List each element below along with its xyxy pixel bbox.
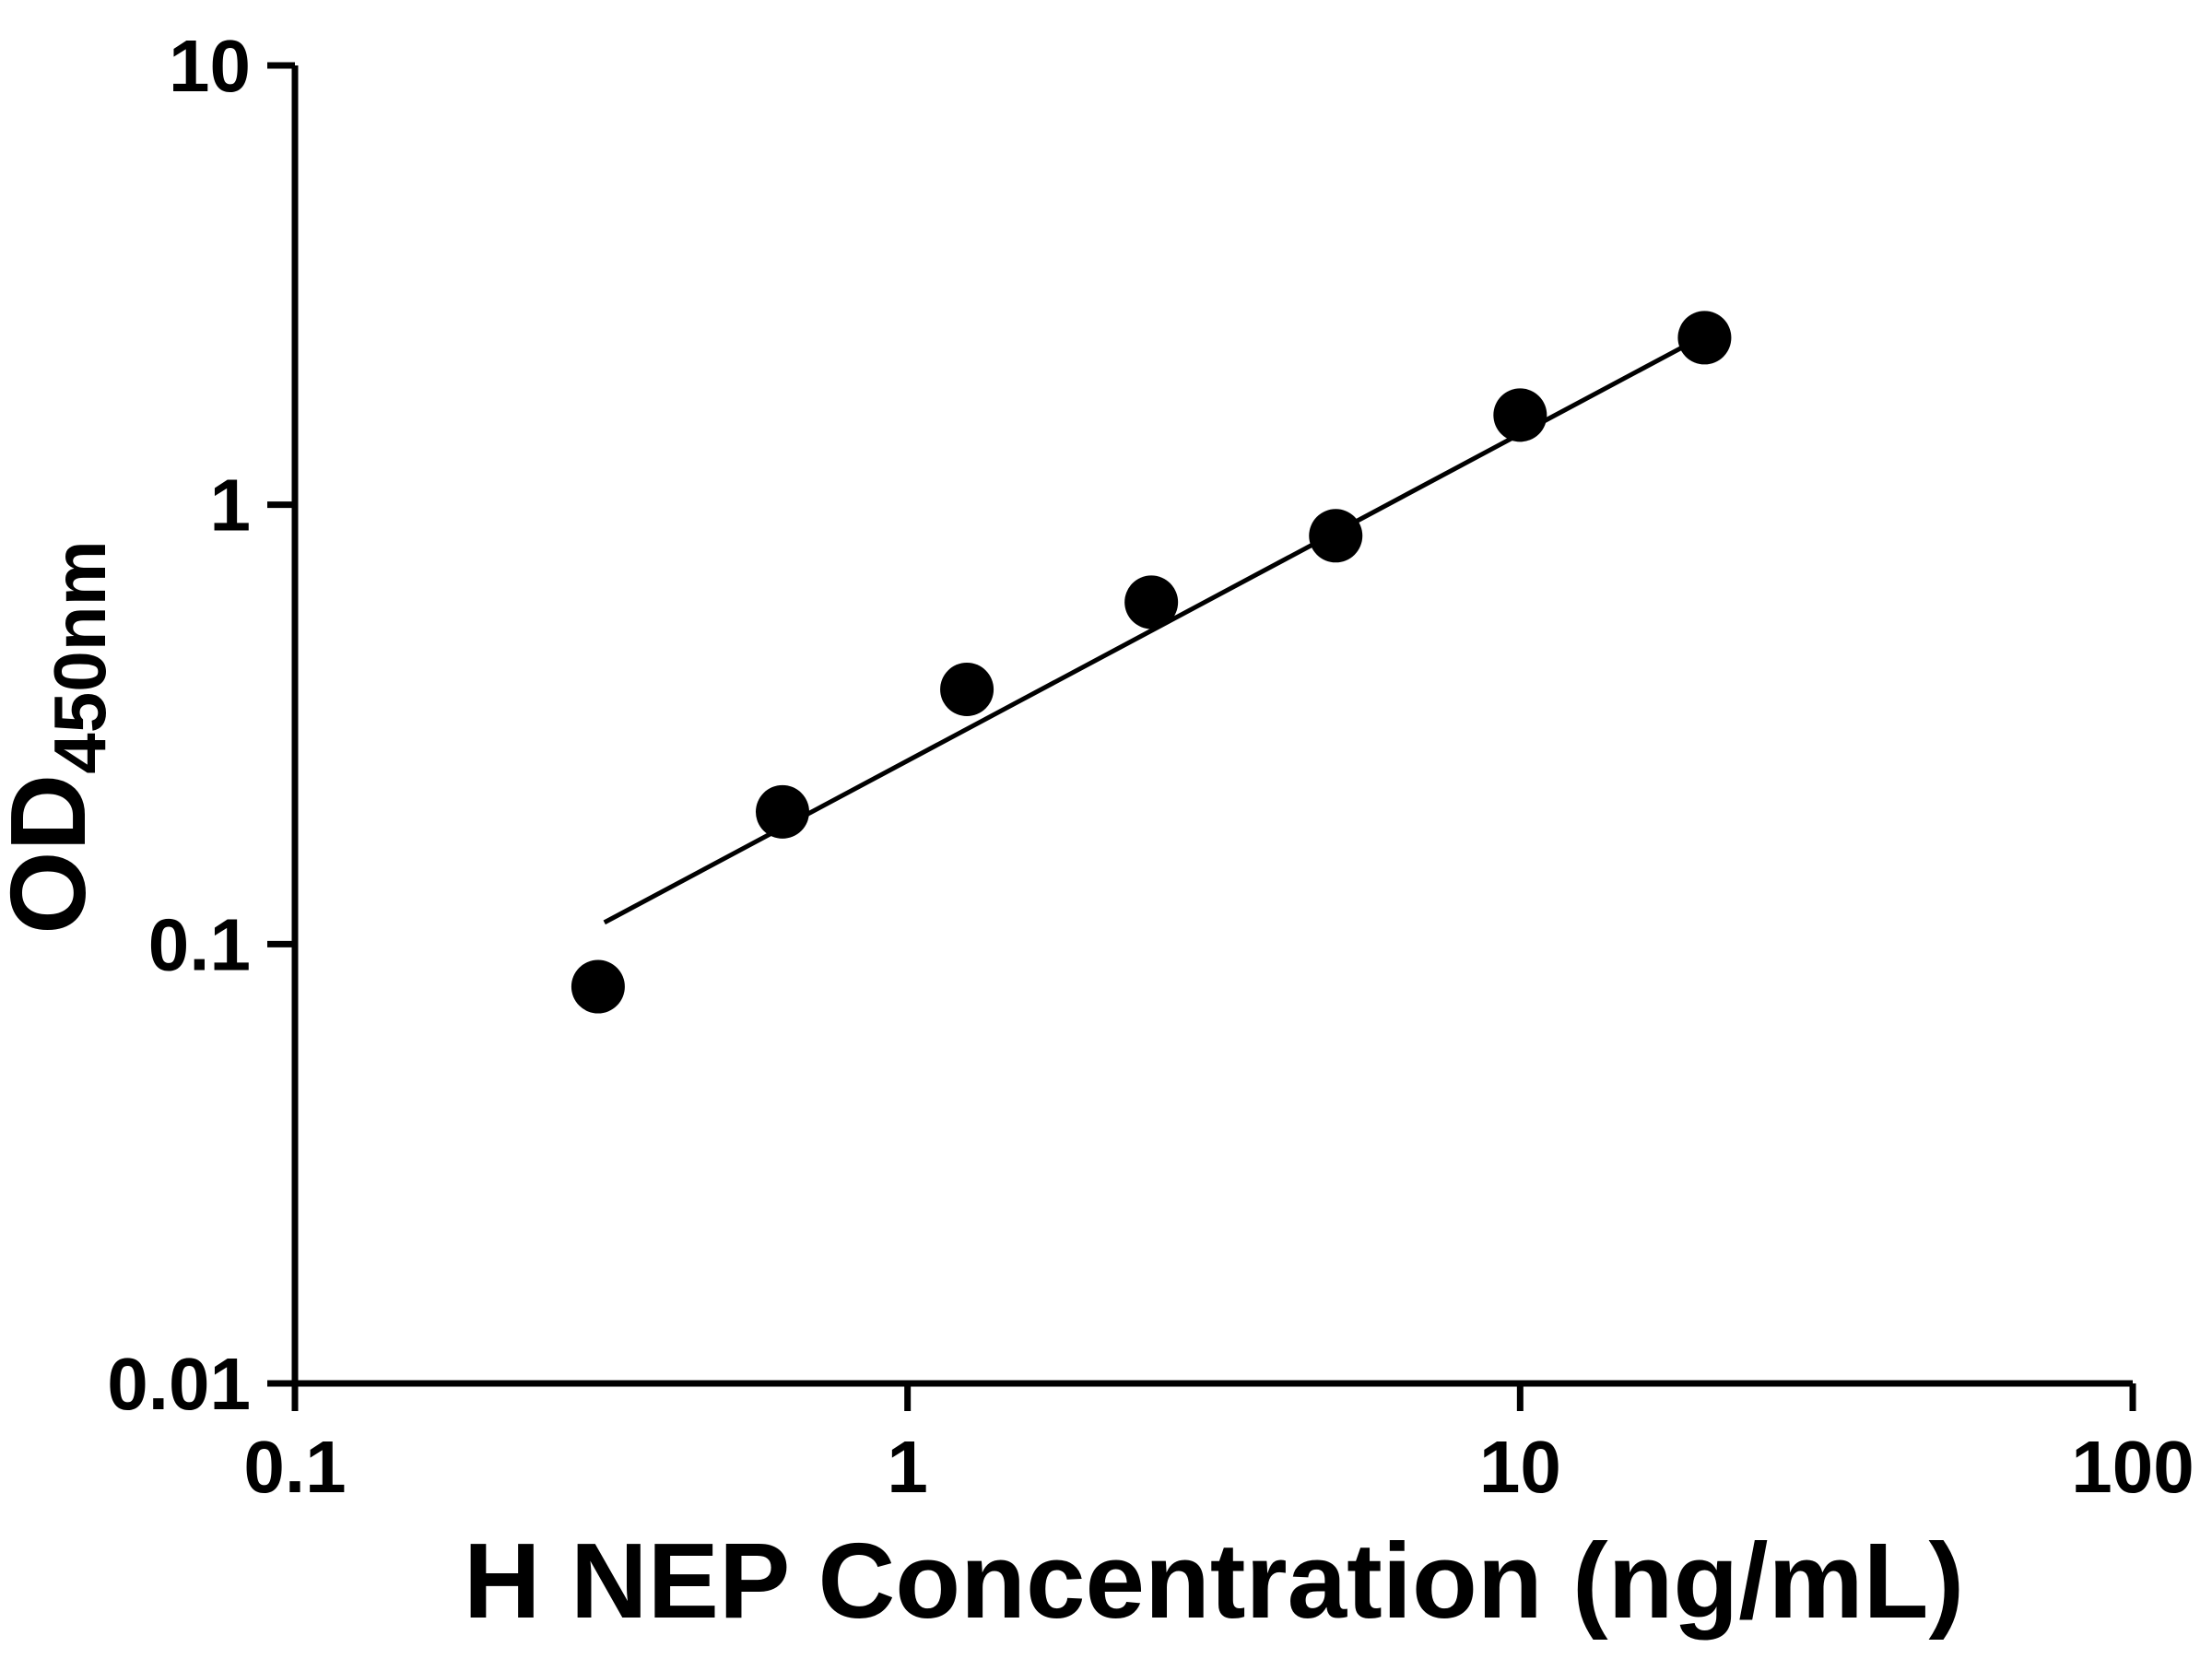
y-axis-tick-label-10: 10 xyxy=(169,25,251,107)
data-point-2 xyxy=(940,662,994,716)
x-axis-title: H NEP Concentration (ng/mL) xyxy=(464,1521,1964,1641)
data-point-5 xyxy=(1493,388,1547,442)
data-point-3 xyxy=(1124,575,1179,629)
axes-frame xyxy=(291,65,2133,1387)
data-point-1 xyxy=(755,784,809,839)
y-axis-tick-label-1: 1 xyxy=(210,465,252,547)
x-axis-tick-label-0.1: 0.1 xyxy=(243,1426,346,1508)
y-axis-tick-label-0.1: 0.1 xyxy=(148,903,251,985)
x-axis-tick-label-100: 100 xyxy=(2071,1426,2194,1508)
x-axis-tick-label-10: 10 xyxy=(1479,1426,1561,1508)
data-point-0 xyxy=(571,959,625,1014)
data-point-6 xyxy=(1677,311,1732,365)
y-axis-title-main: OD xyxy=(0,774,108,935)
y-axis-tick-label-0.01: 0.01 xyxy=(107,1343,251,1425)
y-axis-title-subscript: 450nm xyxy=(39,540,121,773)
x-axis-tick-label-1: 1 xyxy=(887,1426,928,1508)
y-axis-title: OD450nm xyxy=(0,540,121,934)
data-point-4 xyxy=(1309,509,1363,563)
